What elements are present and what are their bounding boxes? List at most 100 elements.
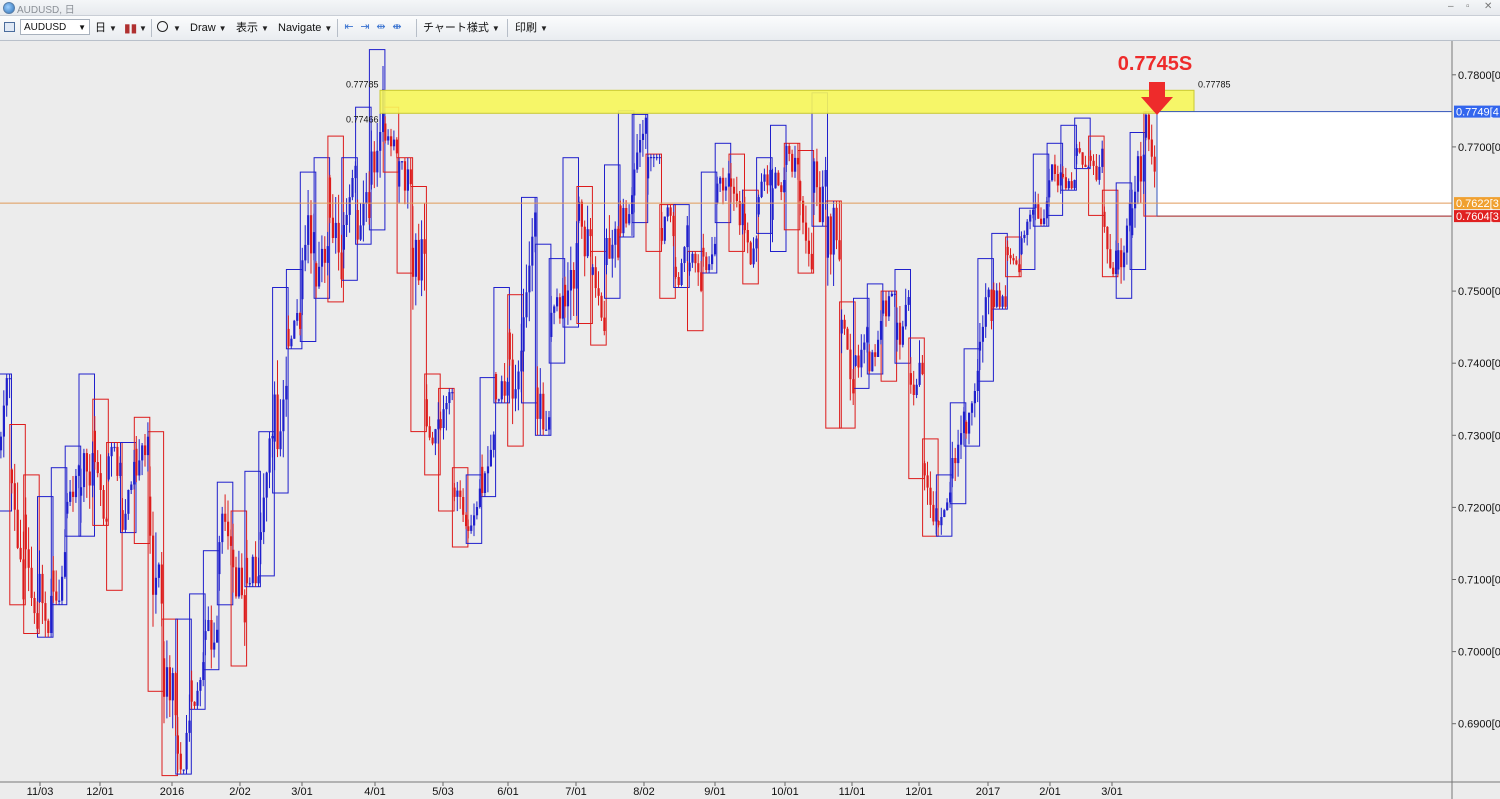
candle-body (232, 549, 235, 568)
chevron-down-icon: ▼ (491, 24, 500, 33)
candle-body (135, 448, 138, 476)
close-icon[interactable]: ✕ (1484, 1, 1493, 12)
candle-body (240, 567, 243, 596)
candle-body (915, 384, 918, 395)
candle-body (697, 263, 700, 273)
candle-body (990, 289, 993, 321)
candle-body (666, 207, 669, 217)
candle-body (204, 631, 207, 640)
candle-body (968, 412, 971, 434)
shape-dropdown[interactable]: ▼ (170, 20, 181, 36)
candle-body (871, 352, 874, 372)
time-axis[interactable]: 11/03 12/01 2016 2/02 3/01 4/01 5/03 6/01 7/01 8/… (27, 782, 1123, 798)
candle-body (724, 186, 728, 191)
candle-body (227, 521, 230, 537)
candle-body (534, 212, 537, 237)
candle-body (796, 157, 800, 165)
resistance-zone[interactable] (379, 89, 1195, 114)
candle-body (566, 290, 570, 307)
scroll-right-icon[interactable]: ⇥ (360, 21, 370, 33)
zoom-in-icon[interactable]: ⇹ (376, 21, 386, 33)
chevron-down-icon: ▼ (78, 23, 86, 32)
restore-icon[interactable]: ▫ (1466, 1, 1470, 12)
candle-body (185, 732, 188, 770)
view-menu[interactable]: 表示 ▼ (236, 20, 269, 36)
chart-type-dropdown[interactable]: ▼ (136, 20, 147, 36)
candle-body (1032, 210, 1035, 215)
candle-body (168, 667, 171, 701)
candle-body (307, 215, 310, 245)
chart-style-menu[interactable]: チャート様式 ▼ (423, 20, 500, 36)
candle-body (411, 247, 415, 277)
candle-body (932, 504, 935, 522)
candle-body (434, 429, 437, 444)
candle-body (1106, 226, 1109, 250)
candle-body (1084, 164, 1087, 167)
candle-body (160, 564, 163, 604)
candle-body (473, 515, 476, 526)
candle-body (0, 436, 3, 451)
candle-body (647, 157, 650, 179)
candle-body (465, 514, 468, 527)
candle-body (542, 393, 545, 430)
candle-body (82, 453, 86, 488)
candle-body (398, 161, 401, 187)
weekly-range-box (1018, 207, 1036, 270)
candle-body (672, 215, 675, 237)
candle-body (207, 620, 210, 631)
minimize-icon[interactable]: – (1448, 1, 1454, 12)
candle-body (437, 419, 440, 430)
candle-body (370, 151, 373, 185)
candle-body (1043, 218, 1046, 224)
candlestick-icon[interactable]: ▮▮ (124, 21, 138, 35)
zoom-out-icon[interactable]: ⇼ (392, 21, 402, 33)
candle-body (445, 403, 448, 410)
print-menu[interactable]: 印刷 ▼ (515, 20, 548, 36)
candle-body (738, 201, 741, 226)
candle-body (577, 201, 581, 221)
chart-window-icon[interactable] (4, 22, 15, 32)
candle-body (199, 680, 202, 691)
time-tick-label: 2016 (160, 786, 184, 798)
candle-body (171, 673, 174, 701)
toolbar-divider (337, 19, 338, 37)
price-chart[interactable]: 0.77785 0.77466 0.77785 0.77466 0.7745S … (0, 41, 1500, 799)
price-axis[interactable]: 0.7800[0 0.7700[0 0.7500[0 0.7400[0 0.7300[0… (1452, 70, 1500, 731)
chevron-down-icon: ▼ (261, 24, 269, 33)
candle-body (80, 487, 83, 496)
candle-body (384, 123, 387, 141)
candle-body (174, 673, 177, 716)
symbol-select[interactable]: AUDUSD ▼ (20, 19, 90, 35)
down-arrow-annotation (1141, 82, 1173, 115)
candle-body (849, 349, 852, 380)
candle-body (229, 536, 233, 546)
navigate-menu[interactable]: Navigate ▼ (278, 20, 332, 36)
weekly-range-box (1088, 135, 1105, 216)
candle-body (663, 216, 666, 241)
candle-body (318, 266, 321, 287)
candle-body (19, 547, 22, 560)
draw-menu[interactable]: Draw ▼ (190, 20, 227, 36)
toolbar-divider (507, 19, 508, 37)
timeframe-dropdown[interactable]: 日 ▼ (95, 20, 117, 36)
candle-body (61, 576, 64, 601)
chart-area[interactable]: 0.77785 0.77466 0.77785 0.77466 0.7745S … (0, 41, 1500, 799)
scroll-left-icon[interactable]: ⇤ (344, 21, 354, 33)
candle-body (1089, 155, 1092, 161)
circle-tool-icon[interactable] (157, 21, 168, 32)
candle-body (47, 620, 50, 633)
candle-body (503, 381, 506, 396)
weekly-range-box (1005, 236, 1022, 278)
candle-body (755, 238, 758, 249)
candle-body (743, 213, 746, 231)
candle-body (771, 188, 774, 220)
time-tick-label: 3/01 (1101, 786, 1122, 798)
weekly-range-box (521, 196, 538, 404)
candle-body (807, 240, 810, 254)
weekly-range-box (894, 269, 911, 364)
price-tick-label: 0.7800[0 (1458, 70, 1500, 82)
candle-body (1142, 154, 1145, 182)
candle-body (290, 338, 293, 347)
weekly-range-box (922, 438, 939, 537)
candle-body (658, 157, 661, 159)
